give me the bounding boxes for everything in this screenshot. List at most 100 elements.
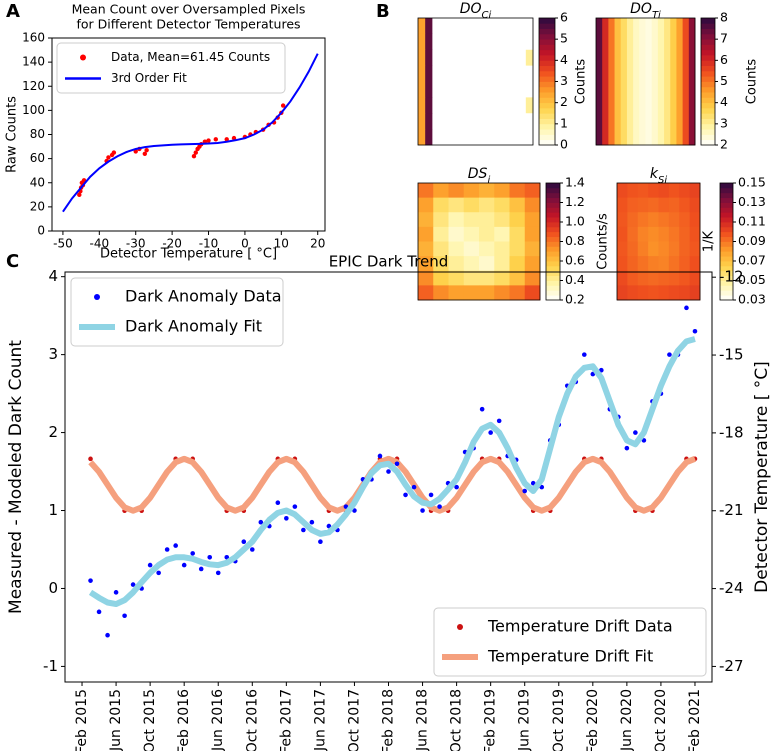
x-axis-label: Detector Temperature [ °C] — [100, 247, 277, 262]
heatmap-cell — [637, 256, 649, 272]
heatmap-cell — [494, 212, 510, 228]
heatmap-cell — [482, 129, 491, 146]
colorbar-band — [539, 139, 555, 146]
heatmap-cell — [668, 270, 680, 286]
heatmap-cell — [524, 212, 541, 228]
heatmap-cell — [432, 81, 440, 98]
heatmap-cell — [418, 65, 426, 82]
colorbar-band — [546, 192, 560, 199]
heatmap-cell — [494, 197, 510, 213]
heatmap-cell — [446, 97, 455, 114]
heatmap-cell — [518, 97, 527, 114]
heatmap-cell — [511, 33, 520, 51]
heatmap-cell — [511, 97, 520, 114]
heatmap-cell — [637, 226, 649, 242]
colorbar-band — [546, 222, 560, 228]
colorbar-tick-label: 2 — [560, 94, 568, 109]
colorbar-band — [701, 134, 715, 141]
colorbar-band — [539, 102, 555, 109]
heatmap-cell — [453, 49, 462, 67]
colorbar-tick-label: 6 — [560, 10, 568, 25]
y-tick-label: 3 — [48, 345, 58, 363]
colorbar-band — [701, 18, 715, 24]
x-tick-label: Oct 2016 — [244, 689, 260, 751]
data-point — [684, 305, 689, 311]
panel-label: B — [376, 1, 390, 22]
heatmap-cell — [433, 226, 449, 242]
heatmap-cell — [448, 183, 465, 199]
heatmap-cell — [489, 81, 498, 98]
heatmap-cell — [482, 49, 491, 67]
data-point — [142, 151, 148, 156]
x-tick-label: Oct 2019 — [551, 689, 567, 751]
y-tick-label: -1 — [43, 657, 58, 675]
colorbar-band — [546, 261, 560, 267]
data-point — [106, 155, 111, 160]
data-point — [88, 578, 93, 583]
heatmap-cell — [668, 226, 680, 242]
colorbar-band — [546, 241, 560, 247]
colorbar-band — [539, 18, 555, 24]
y2-tick-label: -18 — [719, 423, 744, 441]
heatmap-cell — [418, 270, 434, 286]
heatmap-cell — [468, 81, 476, 98]
data-point — [156, 570, 161, 576]
colorbar-band — [720, 236, 733, 242]
colorbar-band — [539, 70, 555, 77]
heatmap-cell — [518, 129, 527, 146]
colorbar-tick-label: 0.4 — [565, 272, 585, 287]
heatmap-cell — [518, 81, 527, 98]
colorbar-band — [546, 197, 560, 203]
heatmap-cell — [468, 129, 476, 146]
heatmap-title: kSi — [650, 166, 667, 186]
colorbar-band — [701, 76, 715, 82]
y-tick-label: 4 — [48, 267, 58, 285]
heatmap-cell — [463, 285, 480, 301]
colorbar-band — [546, 290, 560, 296]
heatmap-cell — [482, 33, 491, 51]
data-point — [318, 539, 323, 544]
heatmap-cell — [658, 270, 670, 286]
heatmap-cell — [525, 81, 534, 98]
heatmap-cell — [658, 226, 670, 242]
heatmap-cell — [425, 33, 433, 51]
colorbar-band — [539, 123, 555, 130]
heatmap-cell — [617, 226, 628, 242]
colorbar-band — [720, 231, 733, 238]
heatmap-cell — [668, 183, 680, 199]
heatmap-cell — [425, 113, 433, 130]
colorbar-band — [539, 28, 555, 35]
heatmap-cell — [475, 129, 484, 146]
colorbar-band — [546, 270, 560, 277]
colorbar-label: Counts — [574, 59, 589, 105]
heatmap-cell — [689, 197, 701, 213]
heatmap-cell — [439, 65, 448, 82]
chart-title: Mean Count over Oversampled Pixels — [72, 2, 306, 17]
heatmap-cell — [658, 212, 670, 228]
heatmap-cell — [524, 197, 541, 213]
data-point — [633, 430, 638, 435]
heatmap-cell — [658, 183, 670, 199]
heatmap-cell — [688, 18, 696, 146]
heatmap-cell — [509, 285, 526, 301]
fit-line — [62, 53, 319, 213]
x-tick-label: Feb 2015 — [74, 689, 90, 751]
heatmap-cell — [637, 183, 649, 199]
colorbar-band — [539, 33, 555, 40]
data-point — [198, 566, 204, 572]
colorbar-tick-label: 0.6 — [565, 253, 585, 268]
x-tick-label: Oct 2020 — [653, 689, 669, 751]
heatmap-cell — [679, 197, 691, 213]
data-point — [96, 609, 102, 615]
data-point — [582, 352, 587, 357]
y-tick-label: 40 — [30, 175, 45, 189]
colorbar-band — [539, 113, 555, 119]
heatmap-cell — [679, 270, 691, 286]
colorbar-band — [701, 118, 715, 125]
heatmap-cell — [518, 49, 527, 67]
heatmap-cell — [602, 18, 609, 146]
colorbar-band — [701, 60, 715, 67]
heatmap-cell — [448, 212, 465, 228]
legend-box — [56, 42, 286, 94]
heatmap-cell — [463, 226, 480, 242]
